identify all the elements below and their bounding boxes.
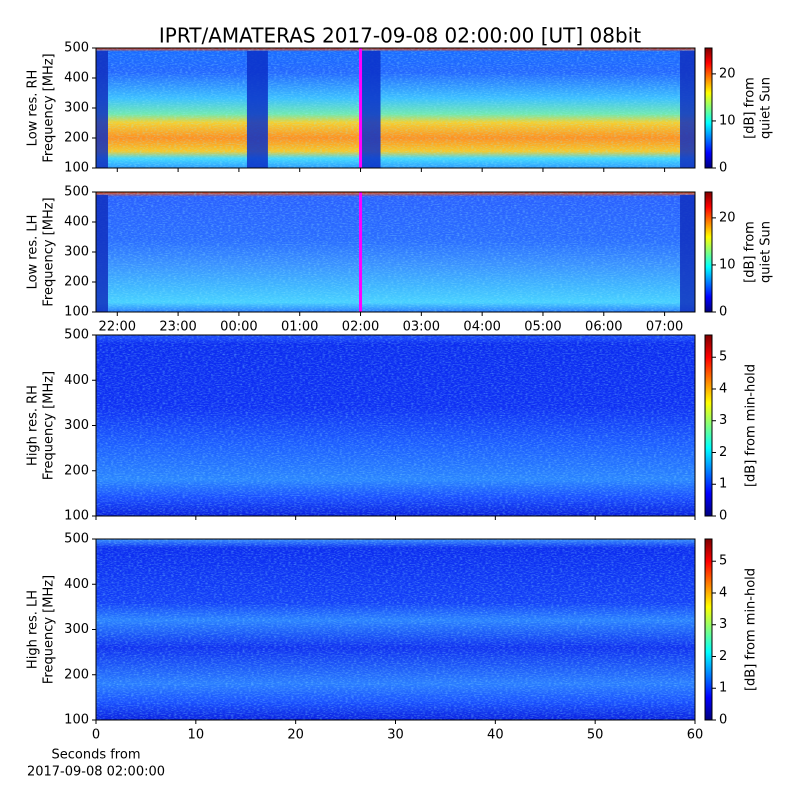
colorbar-label: [dB] from min-hold xyxy=(744,568,759,691)
colorbar xyxy=(704,191,713,313)
x-tick-label: 03:00 xyxy=(403,320,440,335)
x-tick-label: 60 xyxy=(687,728,704,743)
x-tick-label: 01:00 xyxy=(281,320,318,335)
colorbar-tick-label: 2 xyxy=(719,445,727,460)
colorbar-tick-label: 4 xyxy=(719,381,727,396)
x-tick-label: 23:00 xyxy=(159,320,196,335)
colorbar-label: quiet Sun xyxy=(759,77,774,139)
y-axis-label: High res. RH xyxy=(26,385,41,466)
y-axis-label: Low res. LH xyxy=(26,215,41,290)
y-tick-label: 300 xyxy=(64,245,89,260)
colorbar-tick-label: 5 xyxy=(719,554,727,569)
spectrogram-texture xyxy=(96,48,695,168)
x-tick-label: 22:00 xyxy=(99,320,136,335)
y-axis-label: Frequency [MHz] xyxy=(42,371,57,480)
y-tick-label: 400 xyxy=(64,71,89,86)
colorbar-label: quiet Sun xyxy=(759,221,774,283)
colorbar-tick-label: 3 xyxy=(719,617,727,632)
spectrogram-texture xyxy=(96,539,695,720)
colorbar-label: [dB] from xyxy=(743,77,758,139)
x-tick-label: 30 xyxy=(387,728,404,743)
x-tick-label: 20 xyxy=(287,728,304,743)
y-tick-label: 200 xyxy=(64,275,89,290)
y-tick-label: 300 xyxy=(64,622,89,637)
y-axis-label: High res. LH xyxy=(26,590,41,669)
y-tick-label: 200 xyxy=(64,463,89,478)
y-tick-label: 100 xyxy=(64,713,89,728)
colorbar-tick-label: 4 xyxy=(719,585,727,600)
colorbar-tick-label: 10 xyxy=(719,113,736,128)
x-tick-label: 00:00 xyxy=(220,320,257,335)
y-tick-label: 300 xyxy=(64,418,89,433)
y-tick-label: 200 xyxy=(64,131,89,146)
x-tick-label: 07:00 xyxy=(646,320,683,335)
band xyxy=(96,51,108,168)
x-tick-label: 04:00 xyxy=(463,320,500,335)
y-tick-label: 100 xyxy=(64,305,89,320)
colorbar-tick-label: 0 xyxy=(719,305,727,320)
x-tick-label: 0 xyxy=(92,728,100,743)
y-tick-label: 400 xyxy=(64,373,89,388)
band xyxy=(96,195,108,312)
colorbar-tick-label: 0 xyxy=(719,509,727,524)
colorbar-tick-label: 0 xyxy=(719,161,727,176)
colorbar xyxy=(704,538,713,721)
colorbar-label: [dB] from min-hold xyxy=(744,364,759,487)
y-tick-label: 400 xyxy=(64,577,89,592)
spectrogram-texture xyxy=(96,192,695,312)
y-tick-label: 200 xyxy=(64,667,89,682)
x-tick-label: 10 xyxy=(188,728,205,743)
colorbar-label: [dB] from xyxy=(743,221,758,283)
x-tick-label: 02:00 xyxy=(342,320,379,335)
y-axis-label: Frequency [MHz] xyxy=(42,53,57,162)
colorbar-tick-label: 20 xyxy=(719,66,736,81)
y-tick-label: 300 xyxy=(64,101,89,116)
chart-title: IPRT/AMATERAS 2017-09-08 02:00:00 [UT] 0… xyxy=(159,24,641,48)
colorbar-tick-label: 10 xyxy=(719,257,736,272)
y-tick-label: 100 xyxy=(64,161,89,176)
y-axis-label: Frequency [MHz] xyxy=(42,575,57,684)
y-tick-label: 400 xyxy=(64,215,89,230)
y-tick-label: 500 xyxy=(64,185,89,200)
x-tick-label: 06:00 xyxy=(585,320,622,335)
colorbar-tick-label: 0 xyxy=(719,713,727,728)
colorbar-tick-label: 5 xyxy=(719,350,727,365)
x-tick-label: 05:00 xyxy=(524,320,561,335)
y-axis-label: Frequency [MHz] xyxy=(42,197,57,306)
y-tick-label: 500 xyxy=(64,328,89,343)
band xyxy=(680,195,695,312)
y-axis-label: Low res. RH xyxy=(26,70,41,147)
band xyxy=(680,51,695,168)
colorbar-tick-label: 3 xyxy=(719,413,727,428)
x-axis-label: Seconds from xyxy=(51,748,140,763)
panel: 100 200 300 400 500 High res. RH Frequency [MH… xyxy=(26,328,759,524)
spectrogram-texture xyxy=(96,335,695,516)
y-tick-label: 100 xyxy=(64,509,89,524)
y-tick-label: 500 xyxy=(64,532,89,547)
x-axis-label: 2017-09-08 02:00:00 xyxy=(27,765,165,780)
x-tick-label: 50 xyxy=(587,728,604,743)
colorbar xyxy=(704,334,713,517)
band xyxy=(359,51,381,168)
colorbar-tick-label: 2 xyxy=(719,649,727,664)
colorbar-tick-label: 1 xyxy=(719,477,727,492)
colorbar-tick-label: 20 xyxy=(719,210,736,225)
colorbar-tick-label: 1 xyxy=(719,681,727,696)
band xyxy=(246,51,268,168)
y-tick-label: 500 xyxy=(64,41,89,56)
x-tick-label: 40 xyxy=(487,728,504,743)
colorbar xyxy=(704,47,713,169)
